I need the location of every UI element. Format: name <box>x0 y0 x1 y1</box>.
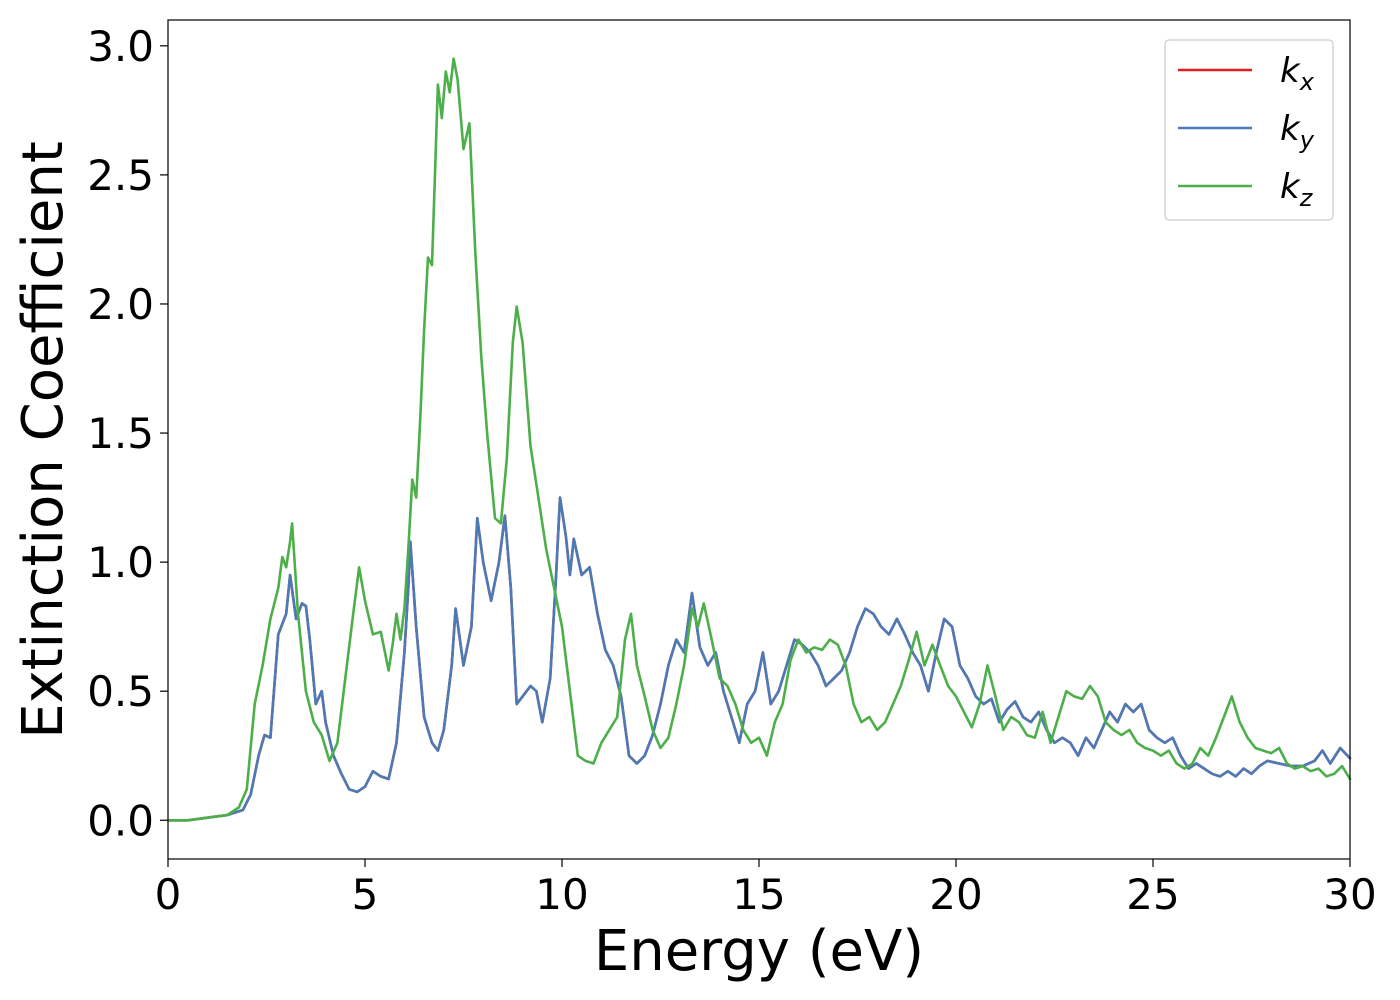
y-tick-label: 1.0 <box>87 538 154 587</box>
series-lines <box>166 57 1352 822</box>
series-line-k-y <box>166 496 1352 822</box>
y-tick-label: 3.0 <box>87 22 154 71</box>
y-tick-label: 1.5 <box>87 409 154 458</box>
legend-label-k-x: kx <box>1280 51 1315 96</box>
x-tick-label: 10 <box>535 870 588 919</box>
legend-label-base: k <box>1280 51 1301 91</box>
plot-background <box>168 20 1350 859</box>
x-tick-label: 0 <box>155 870 182 919</box>
y-axis: 0.0 0.5 1.0 1.5 2.0 2.5 3.0 <box>87 22 168 845</box>
y-tick-label: 2.5 <box>87 151 154 200</box>
series-line-k-z <box>166 57 1352 822</box>
legend-label-subscript: z <box>1299 184 1314 212</box>
legend-label-subscript: y <box>1299 126 1315 154</box>
y-tick-label: 2.0 <box>87 280 154 329</box>
x-tick-label: 15 <box>732 870 785 919</box>
x-axis: 0 5 10 15 20 25 30 <box>155 859 1377 919</box>
y-axis-label: Extinction Coefficient <box>11 141 76 739</box>
legend-label-subscript: x <box>1299 68 1315 96</box>
legend-label-base: k <box>1280 109 1301 149</box>
legend-label-base: k <box>1280 167 1301 207</box>
legend-label-k-y: ky <box>1280 109 1315 154</box>
x-tick-label: 20 <box>929 870 982 919</box>
x-axis-label: Energy (eV) <box>594 919 924 984</box>
legend-label-k-z: kz <box>1280 167 1314 212</box>
x-tick-label: 5 <box>352 870 379 919</box>
x-tick-label: 25 <box>1126 870 1179 919</box>
y-tick-label: 0.5 <box>87 667 154 716</box>
y-tick-label: 0.0 <box>87 796 154 845</box>
x-tick-label: 30 <box>1323 870 1376 919</box>
legend-box <box>1164 39 1334 221</box>
